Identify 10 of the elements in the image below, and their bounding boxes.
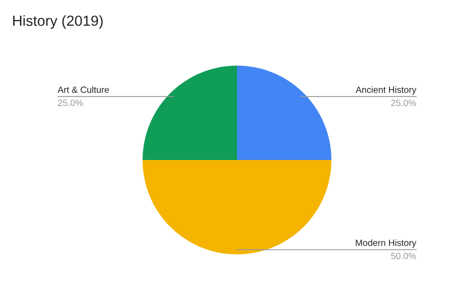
- data-label: 25.0%: [58, 100, 83, 106]
- slice-label: Ancient History: [356, 86, 416, 95]
- pie-slice: [237, 66, 332, 160]
- pie-slice: [142, 66, 237, 160]
- slice-label: Art & Culture: [58, 86, 109, 93]
- slice-label: Modern History: [356, 239, 416, 248]
- chart-title: History (2019): [13, 15, 103, 29]
- pie-slice: [142, 160, 332, 254]
- data-label: 25.0%: [391, 100, 416, 106]
- data-label: 50.0%: [391, 252, 416, 260]
